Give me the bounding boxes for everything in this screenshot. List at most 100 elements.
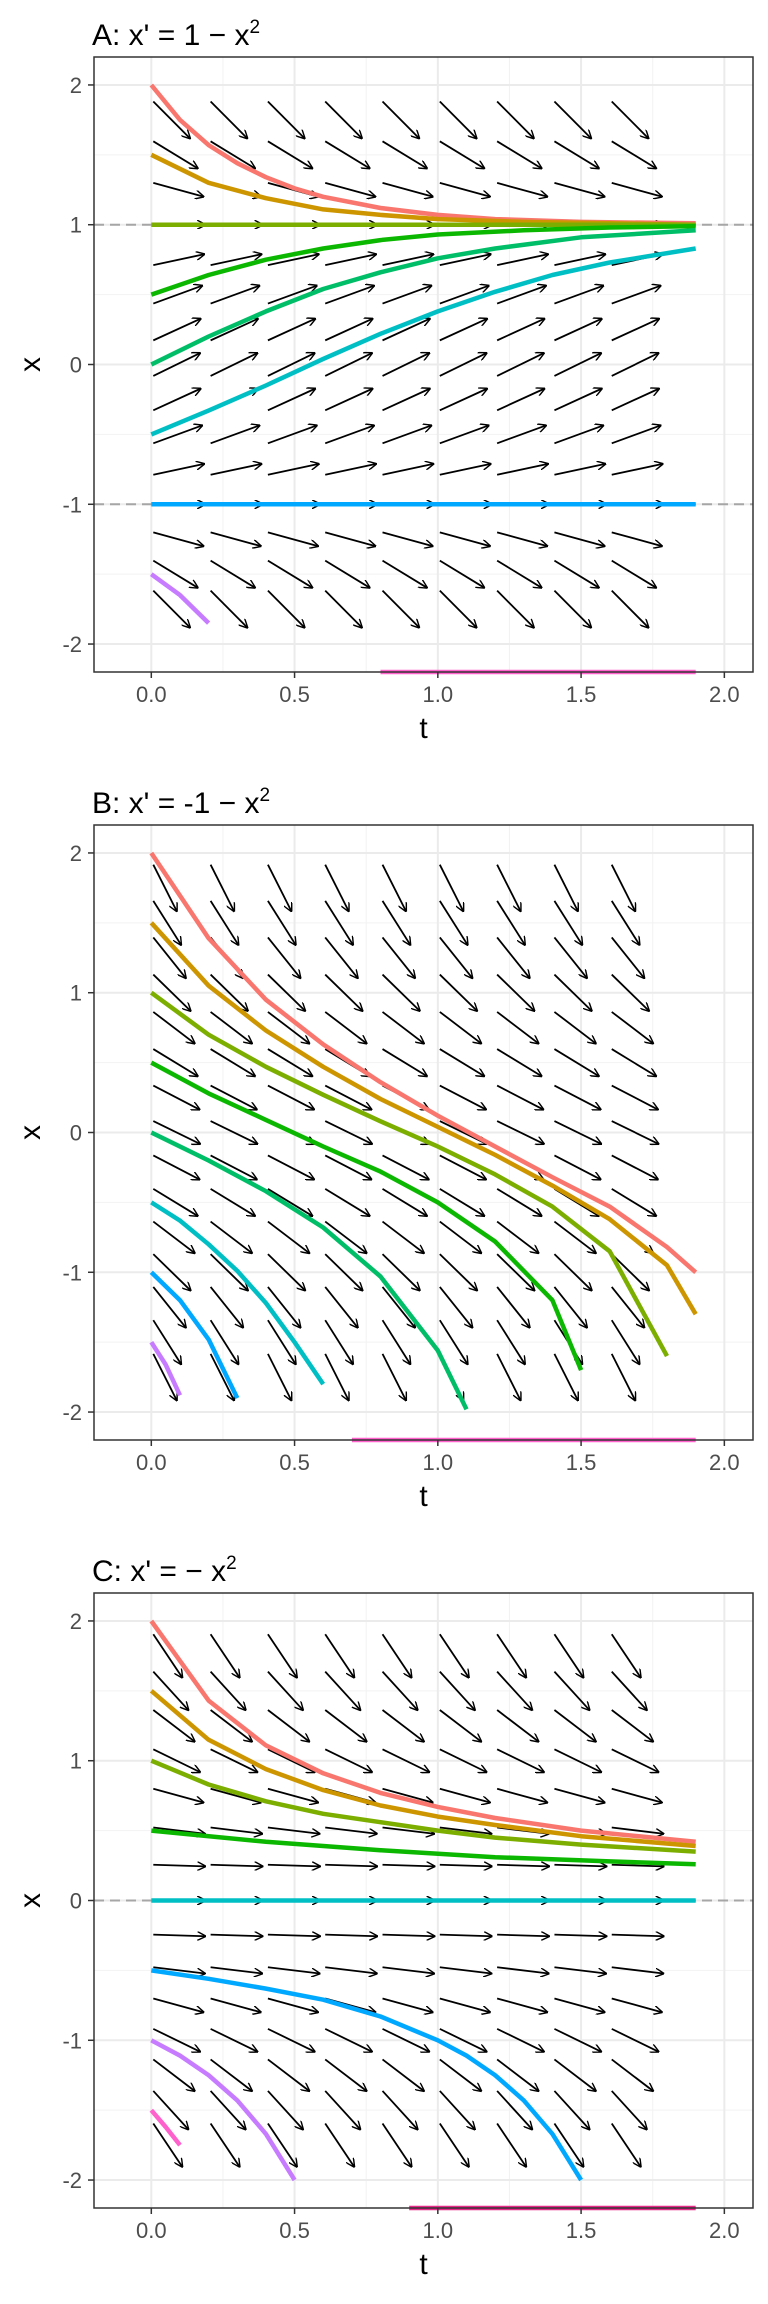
field-arrow	[496, 1353, 520, 1400]
field-arrow	[554, 1154, 600, 1179]
field-arrow	[325, 464, 376, 476]
field-arrow	[611, 1120, 659, 1144]
field-arrow	[267, 2058, 309, 2091]
field-arrow	[439, 1319, 468, 1364]
field-arrow	[439, 936, 472, 978]
field-arrow	[611, 1748, 659, 1772]
panel-title-base: A: x' = 1 − x	[92, 19, 249, 52]
field-arrow	[267, 559, 312, 588]
field-arrow	[324, 389, 372, 412]
field-arrow	[554, 1865, 606, 1867]
field-arrow	[381, 1709, 424, 1742]
field-arrow	[152, 1011, 194, 1044]
field-arrow	[209, 100, 248, 138]
field-arrow	[267, 254, 319, 266]
field-arrow	[267, 1154, 314, 1179]
field-arrow	[267, 1966, 320, 1973]
field-arrow	[610, 864, 635, 911]
field-arrow	[210, 254, 262, 266]
field-arrow	[153, 254, 204, 266]
field-arrow	[553, 973, 591, 1011]
field-arrow	[153, 1865, 205, 1867]
field-arrow	[496, 389, 544, 412]
field-arrow	[324, 353, 372, 377]
field-arrow	[496, 1048, 541, 1076]
y-tick-label: 1	[70, 981, 82, 1006]
field-arrow	[267, 1997, 318, 2012]
field-arrow	[439, 1633, 469, 1677]
field-arrow	[324, 319, 372, 342]
field-arrow	[210, 1011, 252, 1044]
y-tick-label: 1	[70, 1749, 82, 1774]
field-arrow	[324, 1120, 372, 1144]
field-arrow	[439, 1826, 492, 1833]
field-arrow	[554, 1997, 604, 2012]
field-arrow	[553, 2122, 583, 2166]
field-arrow	[210, 319, 258, 342]
field-arrow	[324, 1188, 369, 1216]
field-arrow	[267, 1935, 320, 1937]
field-arrow	[382, 1154, 429, 1179]
field-arrow	[152, 319, 200, 342]
field-arrow	[611, 531, 662, 546]
field-arrow	[611, 2090, 647, 2129]
field-arrow	[324, 1220, 366, 1254]
field-arrow	[267, 319, 315, 342]
field-arrow	[611, 1286, 644, 1328]
field-arrow	[439, 1966, 492, 1973]
field-arrow	[152, 1748, 200, 1772]
field-arrow	[325, 254, 376, 266]
field-arrow	[496, 1319, 525, 1364]
field-arrow	[496, 2090, 532, 2129]
field-arrow	[439, 1709, 481, 1742]
field-arrow	[611, 425, 661, 445]
field-arrow	[210, 353, 258, 377]
field-arrow	[496, 973, 534, 1011]
field-arrow	[209, 1253, 248, 1290]
field-arrow	[553, 900, 582, 945]
field-arrow	[381, 1253, 420, 1290]
field-arrow	[439, 1865, 492, 1867]
field-arrow	[267, 1220, 309, 1254]
field-arrow	[611, 1253, 649, 1290]
field-arrow	[324, 2122, 354, 2166]
field-arrow	[210, 1935, 263, 1937]
field-arrow	[267, 1048, 312, 1076]
field-arrow	[381, 1220, 424, 1254]
field-arrow	[382, 140, 427, 168]
y-tick-label: -2	[62, 2168, 82, 2193]
field-arrow	[553, 2090, 589, 2129]
solution-curve-3	[150, 1060, 584, 1371]
field-arrow	[439, 353, 487, 377]
y-tick-label: -1	[62, 1260, 82, 1285]
field-arrow	[553, 1353, 577, 1400]
field-arrow	[267, 2090, 303, 2129]
field-arrow	[610, 2122, 641, 2166]
field-arrow	[152, 864, 176, 911]
field-arrow	[439, 140, 484, 168]
field-arrow	[210, 1154, 257, 1179]
field-arrow	[267, 286, 317, 305]
field-arrow	[554, 254, 605, 266]
field-arrow	[611, 1154, 658, 1179]
field-arrow	[210, 559, 255, 588]
y-tick-label: -2	[62, 1400, 82, 1425]
field-arrow	[381, 1011, 424, 1044]
field-arrow	[267, 1709, 309, 1742]
field-arrow	[496, 1084, 543, 1110]
field-arrow	[439, 1286, 472, 1328]
solution-curve-6	[150, 2038, 297, 2182]
field-arrow	[382, 1997, 433, 2012]
y-axis-title: x	[14, 357, 47, 372]
field-arrow	[152, 1633, 182, 1677]
field-arrow	[381, 864, 406, 911]
field-arrow	[439, 2090, 475, 2129]
y-tick-label: 2	[70, 1609, 82, 1634]
field-arrow	[553, 1220, 595, 1254]
field-arrow	[324, 140, 369, 168]
field-arrow	[381, 2122, 412, 2166]
field-arrow	[324, 1253, 362, 1290]
solution-curve-5	[150, 246, 697, 437]
field-arrow	[210, 1084, 257, 1110]
field-arrow	[324, 2028, 372, 2052]
